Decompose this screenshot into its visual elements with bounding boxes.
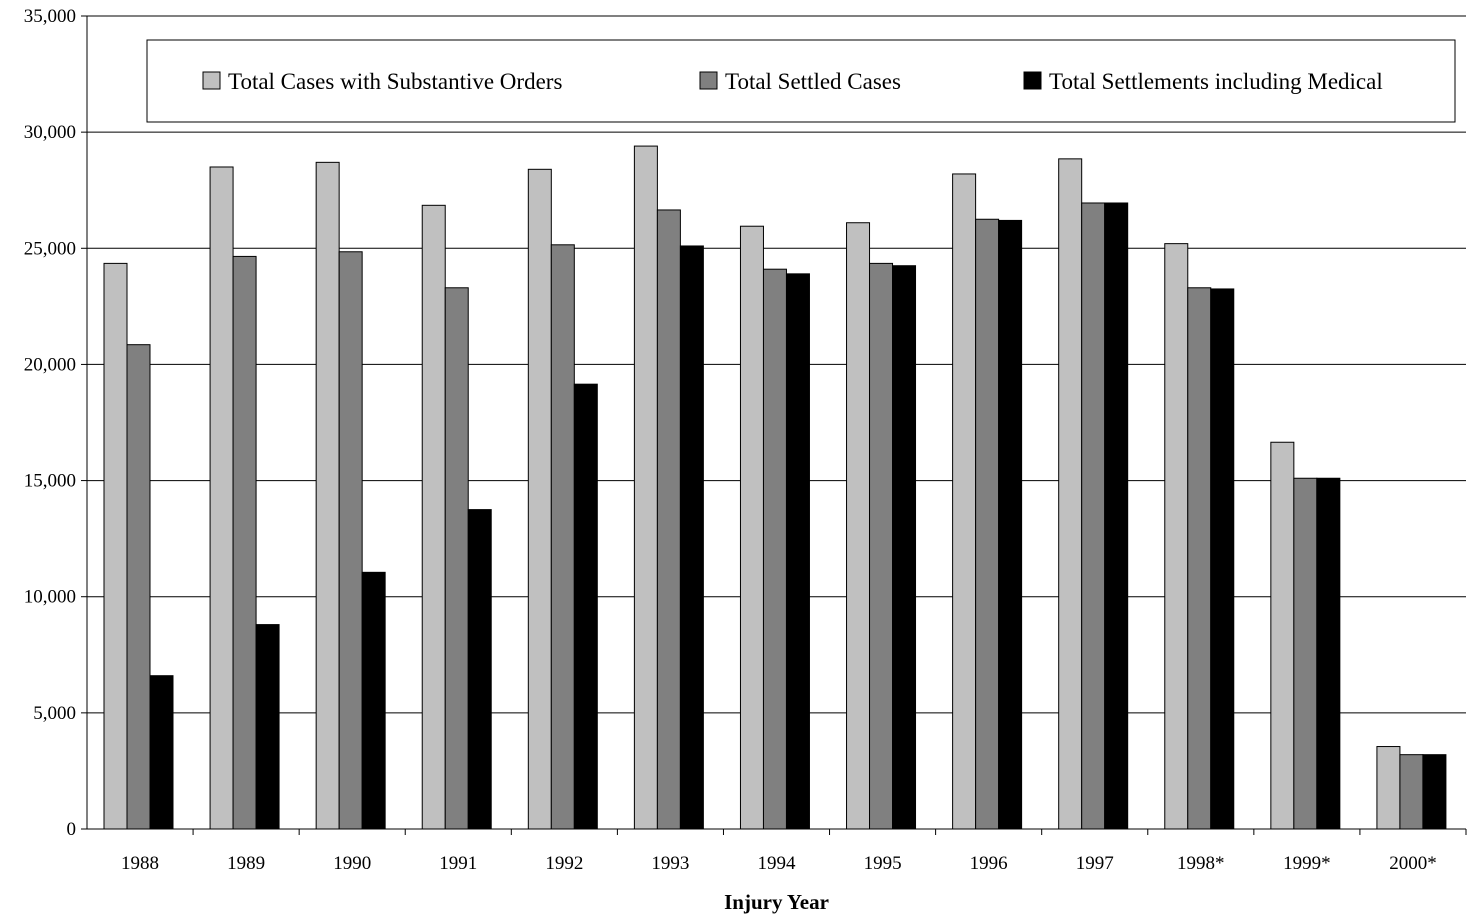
- y-tick-label: 35,000: [24, 6, 76, 27]
- x-tick-label: 1992: [545, 853, 583, 874]
- legend-label: Total Settled Cases: [725, 69, 901, 94]
- axes: 0 5,000 10,000 15,000 20,000 25,000 30,000 35,0…: [24, 6, 1467, 874]
- x-tick-label: 1994: [758, 853, 797, 874]
- bar: [1058, 158, 1083, 830]
- bar: [573, 383, 598, 830]
- bar: [762, 268, 787, 830]
- bar: [550, 244, 575, 830]
- bar: [361, 571, 386, 830]
- bar: [1293, 477, 1318, 830]
- bar: [467, 509, 492, 830]
- x-tick-label: 1997: [1076, 853, 1114, 874]
- bar: [679, 245, 704, 830]
- legend-label: Total Cases with Substantive Orders: [228, 69, 562, 94]
- x-tick-label: 1993: [651, 853, 689, 874]
- y-tick-label: 10,000: [24, 587, 76, 608]
- bar: [126, 344, 151, 830]
- y-tick-label: 20,000: [24, 354, 76, 375]
- bar: [315, 161, 340, 830]
- x-tick-label: 1990: [333, 853, 371, 874]
- bar: [1376, 746, 1401, 830]
- bar: [869, 262, 894, 830]
- bar: [1081, 202, 1106, 830]
- bar: [1210, 288, 1235, 830]
- legend-swatch: [202, 71, 221, 90]
- bar: [338, 251, 363, 830]
- bar: [1187, 287, 1212, 830]
- bar: [975, 218, 1000, 830]
- bar: [444, 287, 469, 830]
- bar: [527, 168, 552, 830]
- y-tick-label: 15,000: [24, 471, 76, 492]
- bar: [255, 624, 280, 830]
- bar: [739, 225, 764, 830]
- x-tick-label: 1991: [439, 853, 477, 874]
- bar: [103, 262, 128, 830]
- x-tick-label: 1989: [227, 853, 265, 874]
- y-tick-label: 5,000: [33, 703, 76, 724]
- bar: [952, 173, 977, 830]
- y-tick-label: 30,000: [24, 122, 76, 143]
- x-tick-label: 1988: [121, 853, 159, 874]
- bar: [1422, 754, 1447, 830]
- legend-swatch: [699, 71, 718, 90]
- legend-box: [146, 39, 1456, 123]
- bar: [633, 145, 658, 830]
- x-tick-label: 1995: [864, 853, 902, 874]
- bar: [656, 209, 681, 830]
- x-tick-label: 2000*: [1389, 853, 1437, 874]
- bar: [892, 265, 917, 830]
- legend-swatch: [1023, 71, 1042, 90]
- bar: [421, 204, 446, 830]
- bar: [232, 255, 257, 830]
- bar: [1104, 202, 1129, 830]
- bar: [785, 273, 810, 830]
- bar: [998, 219, 1023, 830]
- bar: [1399, 754, 1424, 830]
- bar: [1316, 477, 1341, 830]
- legend-label: Total Settlements including Medical: [1049, 69, 1383, 94]
- y-tick-label: 0: [67, 819, 77, 840]
- bar: [846, 222, 871, 830]
- bars: [103, 145, 1447, 830]
- x-axis-title: Injury Year: [724, 890, 829, 914]
- y-tick-label: 25,000: [24, 238, 76, 259]
- bar: [1270, 441, 1295, 830]
- bar: [149, 675, 174, 830]
- bar: [1164, 243, 1189, 830]
- x-tick-label: 1999*: [1283, 853, 1331, 874]
- x-tick-label: 1998*: [1177, 853, 1225, 874]
- x-tick-label: 1996: [970, 853, 1008, 874]
- bar: [209, 166, 234, 830]
- legend: Total Cases with Substantive Orders Total…: [146, 39, 1456, 123]
